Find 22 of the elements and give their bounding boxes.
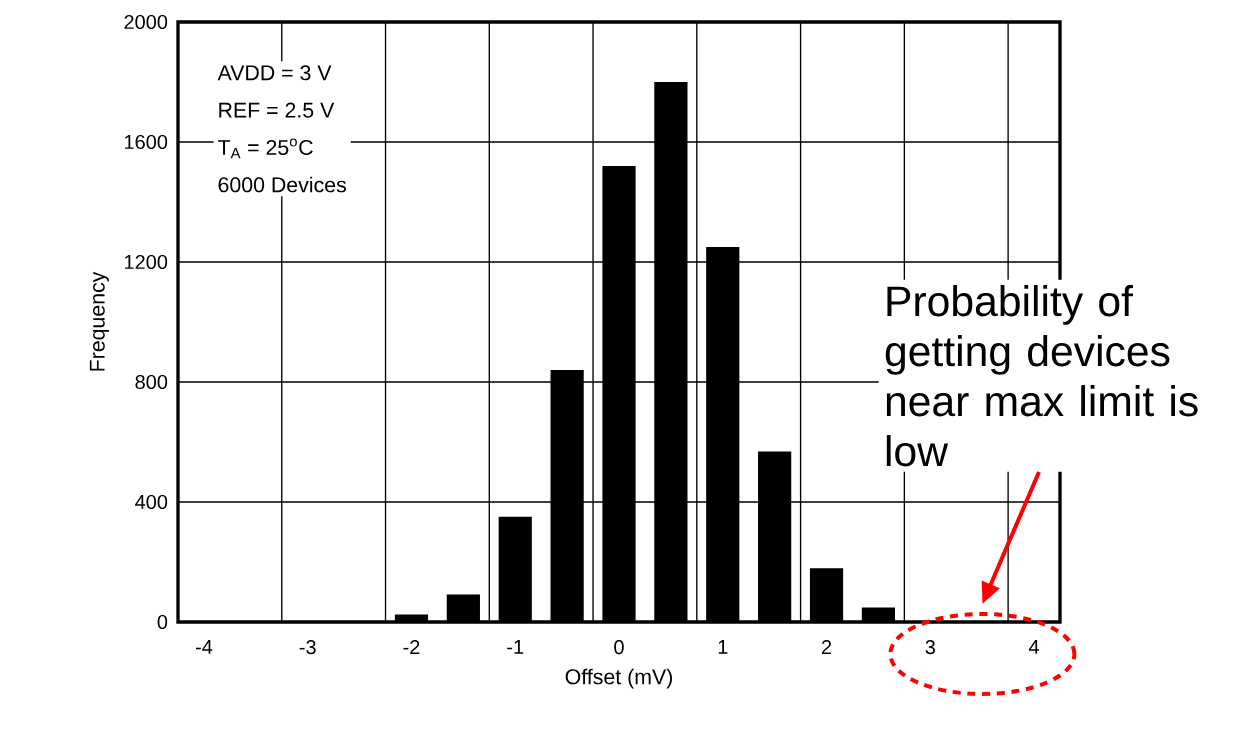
annotation: REF = 2.5 V bbox=[219, 102, 335, 118]
x-tick-label: 0 bbox=[614, 640, 624, 655]
x-tick-label: -2 bbox=[403, 640, 420, 654]
y-tick-label: 0 bbox=[157, 614, 168, 630]
x-tick-label: 1 bbox=[718, 640, 728, 654]
x-tick-label: 2 bbox=[821, 640, 832, 654]
annotation: AVDD = 3 V bbox=[217, 65, 332, 81]
annotation: T$_{A}$ = 25$^{o}$C bbox=[218, 138, 313, 159]
x-tick-label: -4 bbox=[195, 640, 213, 654]
x-tick-label: 4 bbox=[1028, 640, 1040, 654]
x-tick-label: -3 bbox=[299, 640, 316, 655]
y-tick-label: 400 bbox=[135, 494, 168, 510]
y-tick-label: 2000 bbox=[124, 14, 168, 30]
annotation: 6000 Devices bbox=[218, 176, 346, 193]
y-tick-label: 1200 bbox=[124, 254, 168, 270]
y-tick-label: 1600 bbox=[124, 134, 168, 150]
y-axis-title: Frequency bbox=[89, 271, 109, 371]
x-tick-label: -1 bbox=[507, 640, 524, 654]
x-tick-label: 3 bbox=[925, 640, 935, 655]
x-axis-title: Offset (mV) bbox=[565, 668, 672, 689]
annotation: Probability of getting devices near max limit is low bbox=[885, 285, 1198, 467]
y-tick-label: 800 bbox=[135, 374, 168, 390]
